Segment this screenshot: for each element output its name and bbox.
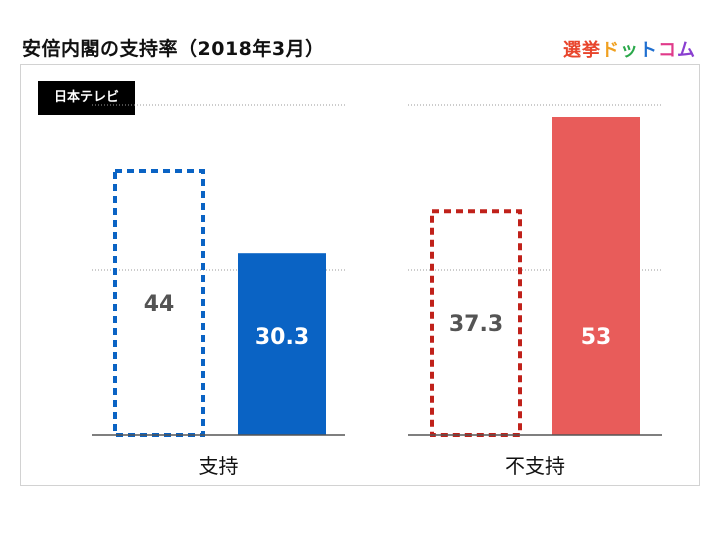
bar-current-1 [238, 253, 326, 435]
brand-char-3: ド [601, 40, 620, 61]
source-badge: 日本テレビ [38, 81, 135, 115]
category-label-1: 支持 [199, 454, 239, 478]
brand-char-1: 選 [563, 40, 582, 61]
brand-char-5: ト [639, 40, 658, 61]
label-current-2: 53 [581, 325, 612, 350]
label-current-1: 30.3 [255, 325, 309, 350]
brand-char-2: 挙 [582, 40, 601, 61]
category-label-2: 不支持 [505, 454, 565, 478]
brand-char-6: コ [658, 40, 677, 61]
label-previous-1: 44 [144, 292, 175, 317]
brand-char-4: ッ [620, 40, 639, 61]
brand-logo: 選挙ドットコム [563, 36, 696, 62]
brand-char-7: ム [677, 40, 696, 61]
chart-title: 安倍内閣の支持率（2018年3月） [22, 38, 325, 60]
bar-current-2 [552, 117, 640, 435]
label-previous-2: 37.3 [449, 312, 503, 337]
